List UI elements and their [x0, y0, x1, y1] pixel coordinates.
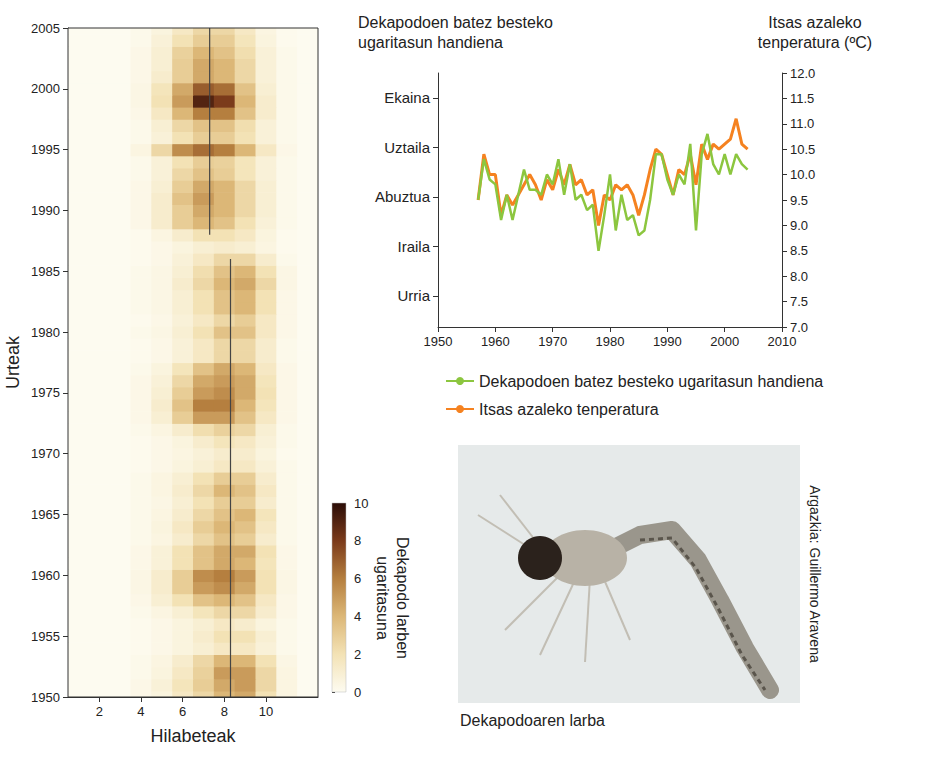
svg-text:8: 8 — [221, 704, 228, 719]
svg-text:1980: 1980 — [596, 334, 625, 349]
svg-text:7.0: 7.0 — [790, 320, 808, 335]
svg-text:10: 10 — [259, 704, 273, 719]
svg-text:0: 0 — [354, 685, 361, 700]
svg-text:Hilabeteak: Hilabeteak — [150, 726, 236, 746]
svg-text:Abuztua: Abuztua — [375, 188, 431, 205]
svg-text:Argazkia: Guillermo Aravena: Argazkia: Guillermo Aravena — [807, 485, 823, 663]
svg-text:6: 6 — [354, 571, 361, 586]
svg-text:10.0: 10.0 — [790, 167, 815, 182]
svg-text:Ekaina: Ekaina — [384, 89, 431, 106]
svg-text:Dekapodoen batez besteko: Dekapodoen batez besteko — [358, 14, 553, 31]
svg-text:1960: 1960 — [481, 334, 510, 349]
svg-text:1970: 1970 — [538, 334, 567, 349]
svg-text:1975: 1975 — [31, 385, 60, 400]
svg-text:10: 10 — [354, 496, 368, 511]
svg-text:Itsas azaleko: Itsas azaleko — [768, 14, 861, 31]
svg-text:6: 6 — [179, 704, 186, 719]
svg-text:1965: 1965 — [31, 507, 60, 522]
svg-text:9.5: 9.5 — [790, 193, 808, 208]
svg-text:1950: 1950 — [424, 334, 453, 349]
svg-text:Uztaila: Uztaila — [384, 139, 431, 156]
svg-text:8.5: 8.5 — [790, 243, 808, 258]
svg-text:2: 2 — [354, 647, 361, 662]
svg-text:1970: 1970 — [31, 446, 60, 461]
svg-text:2000: 2000 — [31, 81, 60, 96]
svg-text:ugaritasuna: ugaritasuna — [374, 556, 391, 640]
svg-text:Dekapodo larben: Dekapodo larben — [394, 537, 411, 659]
svg-text:7.5: 7.5 — [790, 294, 808, 309]
svg-text:11.0: 11.0 — [790, 116, 814, 131]
svg-text:Urteak: Urteak — [3, 335, 23, 389]
svg-text:11.5: 11.5 — [790, 91, 814, 106]
svg-text:tenperatura (ºC): tenperatura (ºC) — [758, 34, 872, 51]
svg-text:1960: 1960 — [31, 568, 60, 583]
svg-text:2010: 2010 — [768, 334, 797, 349]
svg-text:1980: 1980 — [31, 325, 60, 340]
svg-text:1950: 1950 — [31, 690, 60, 705]
svg-text:ugaritasun handiena: ugaritasun handiena — [358, 34, 503, 51]
svg-text:2: 2 — [96, 704, 103, 719]
svg-text:8.0: 8.0 — [790, 269, 808, 284]
svg-text:10.5: 10.5 — [790, 142, 815, 157]
svg-text:1990: 1990 — [31, 203, 60, 218]
svg-text:Iraila: Iraila — [397, 238, 430, 255]
svg-text:1955: 1955 — [31, 629, 60, 644]
svg-text:1995: 1995 — [31, 142, 60, 157]
svg-text:1990: 1990 — [653, 334, 682, 349]
svg-text:2000: 2000 — [710, 334, 739, 349]
svg-text:2005: 2005 — [31, 21, 60, 36]
svg-text:Dekapodoaren larba: Dekapodoaren larba — [460, 712, 605, 729]
svg-text:4: 4 — [137, 704, 144, 719]
svg-text:4: 4 — [354, 609, 361, 624]
svg-text:1985: 1985 — [31, 264, 60, 279]
svg-text:Itsas azaleko tenperatura: Itsas azaleko tenperatura — [479, 401, 659, 418]
svg-text:9.0: 9.0 — [790, 218, 808, 233]
svg-text:12.0: 12.0 — [790, 66, 815, 81]
svg-text:Urria: Urria — [398, 287, 431, 304]
svg-text:Dekapodoen batez besteko ugari: Dekapodoen batez besteko ugaritasun hand… — [479, 373, 823, 390]
svg-text:8: 8 — [354, 533, 361, 548]
